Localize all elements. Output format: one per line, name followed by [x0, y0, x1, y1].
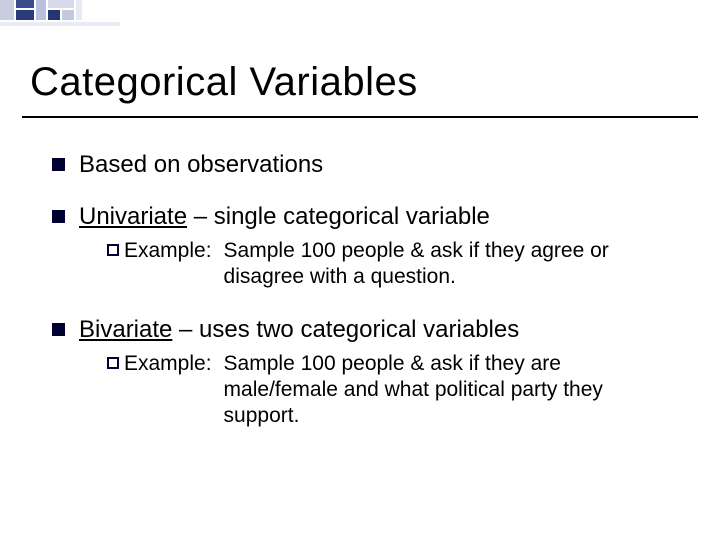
bullet-text: Univariate – single categorical variable…	[79, 202, 680, 293]
square-bullet-icon	[52, 210, 65, 223]
example-label: Example:	[124, 238, 212, 264]
deco-square	[76, 0, 82, 20]
corner-decoration	[0, 0, 140, 28]
square-bullet-icon	[52, 158, 65, 171]
term-underlined: Univariate	[79, 203, 187, 230]
term-rest: – uses two categorical variables	[172, 316, 519, 343]
deco-square	[16, 10, 34, 20]
sub-bullet-item: Example: Sample 100 people & ask if they…	[107, 238, 680, 291]
deco-square	[16, 0, 34, 8]
deco-square	[0, 22, 120, 26]
bullet-item: Bivariate – uses two categorical variabl…	[52, 315, 680, 432]
example-body: Sample 100 people & ask if they agree or…	[224, 238, 680, 291]
title-underline	[22, 116, 698, 118]
bullet-item: Univariate – single categorical variable…	[52, 202, 680, 293]
deco-square	[0, 0, 14, 20]
term-underlined: Bivariate	[79, 316, 172, 343]
hollow-square-bullet-icon	[107, 357, 119, 369]
example-body: Sample 100 people & ask if they are male…	[224, 351, 680, 430]
square-bullet-icon	[52, 323, 65, 336]
slide-title: Categorical Variables	[30, 60, 418, 105]
deco-square	[36, 0, 46, 20]
deco-square	[48, 10, 60, 20]
deco-square	[48, 0, 74, 8]
slide-content: Based on observations Univariate – singl…	[52, 150, 680, 453]
bullet-item: Based on observations	[52, 150, 680, 180]
bullet-text: Based on observations	[79, 150, 680, 180]
term-rest: – single categorical variable	[187, 203, 490, 230]
example-label: Example:	[124, 351, 212, 377]
hollow-square-bullet-icon	[107, 244, 119, 256]
sub-bullet-item: Example: Sample 100 people & ask if they…	[107, 351, 680, 430]
deco-square	[62, 10, 74, 20]
bullet-text: Bivariate – uses two categorical variabl…	[79, 315, 680, 432]
